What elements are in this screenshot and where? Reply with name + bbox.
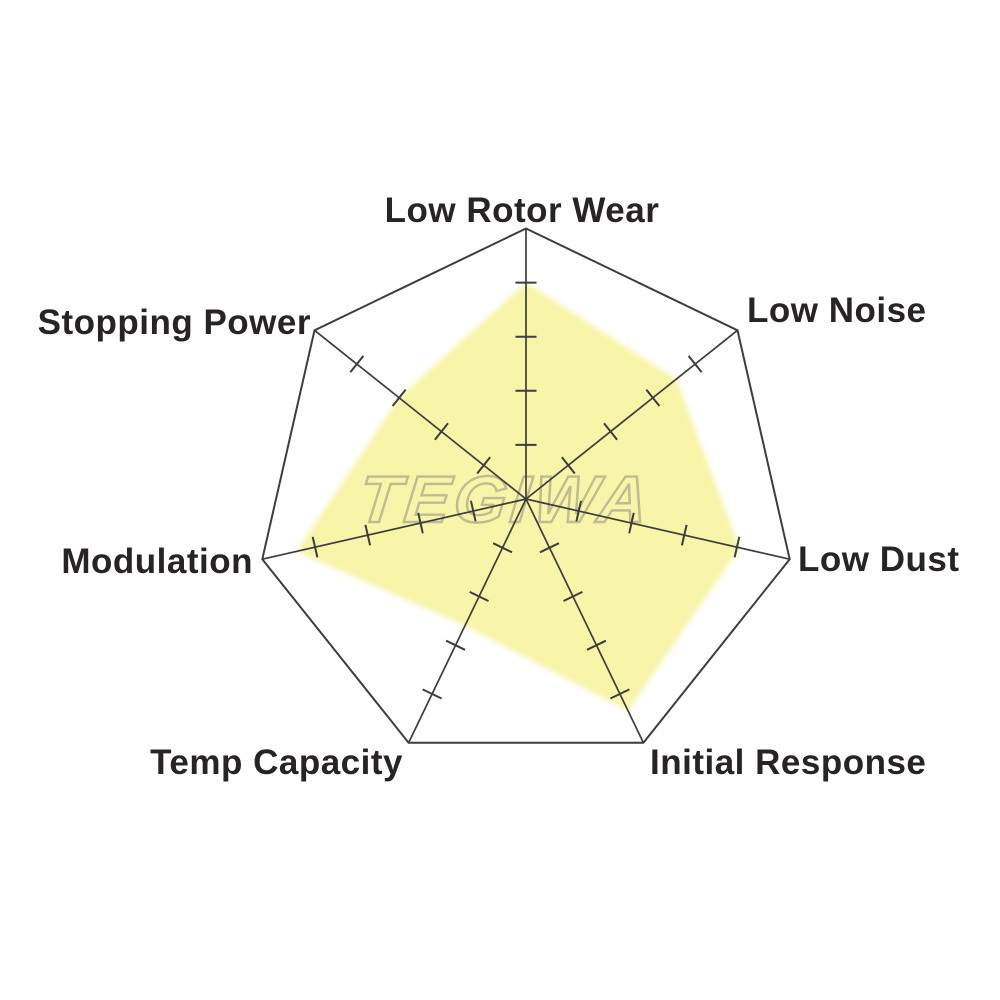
axis-label-low-rotor-wear: Low Rotor Wear xyxy=(385,191,660,230)
axis-tick xyxy=(417,512,424,534)
axis-tick xyxy=(311,536,319,558)
data-polygon xyxy=(296,282,740,711)
axis-spoke xyxy=(525,498,645,744)
axis-label-low-dust: Low Dust xyxy=(798,540,959,579)
axis-label-initial-response: Initial Response xyxy=(650,743,926,782)
axis-label-low-noise: Low Noise xyxy=(747,291,927,330)
axis-tick xyxy=(445,639,466,651)
axis-label-temp-capacity: Temp Capacity xyxy=(150,743,403,782)
axis-spoke xyxy=(407,498,527,744)
axis-spokes xyxy=(262,228,790,744)
axis-tick xyxy=(609,688,630,700)
axis-tick xyxy=(469,500,477,522)
axis-tick xyxy=(687,355,703,373)
axis-tick xyxy=(476,456,491,475)
axis-tick xyxy=(422,688,443,700)
axis-tick xyxy=(434,422,449,441)
axis-tick xyxy=(349,355,365,373)
axis-spoke xyxy=(262,498,527,561)
tegiwa-watermark: TEGIWA xyxy=(355,463,655,537)
axis-spoke xyxy=(525,329,739,500)
axis-tick xyxy=(364,524,372,546)
axis-spoke xyxy=(525,498,790,561)
axis-tick xyxy=(492,542,513,554)
axis-tick xyxy=(561,456,576,475)
axis-tick xyxy=(586,639,607,651)
axis-label-modulation: Modulation xyxy=(61,542,253,581)
axis-spoke xyxy=(313,329,527,500)
axis-tick xyxy=(575,500,583,522)
heptagon-outline xyxy=(261,227,791,744)
axis-tick xyxy=(391,388,407,407)
axis-tick xyxy=(539,542,560,554)
axis-tick xyxy=(469,590,489,602)
axis-tick xyxy=(563,590,583,602)
axis-tick xyxy=(603,422,618,441)
axis-ticks xyxy=(311,281,741,700)
axis-tick xyxy=(628,512,635,534)
axis-tick xyxy=(680,524,688,546)
axis-tick xyxy=(645,388,661,407)
axis-tick xyxy=(733,536,741,558)
axis-label-stopping-power: Stopping Power xyxy=(38,303,311,342)
